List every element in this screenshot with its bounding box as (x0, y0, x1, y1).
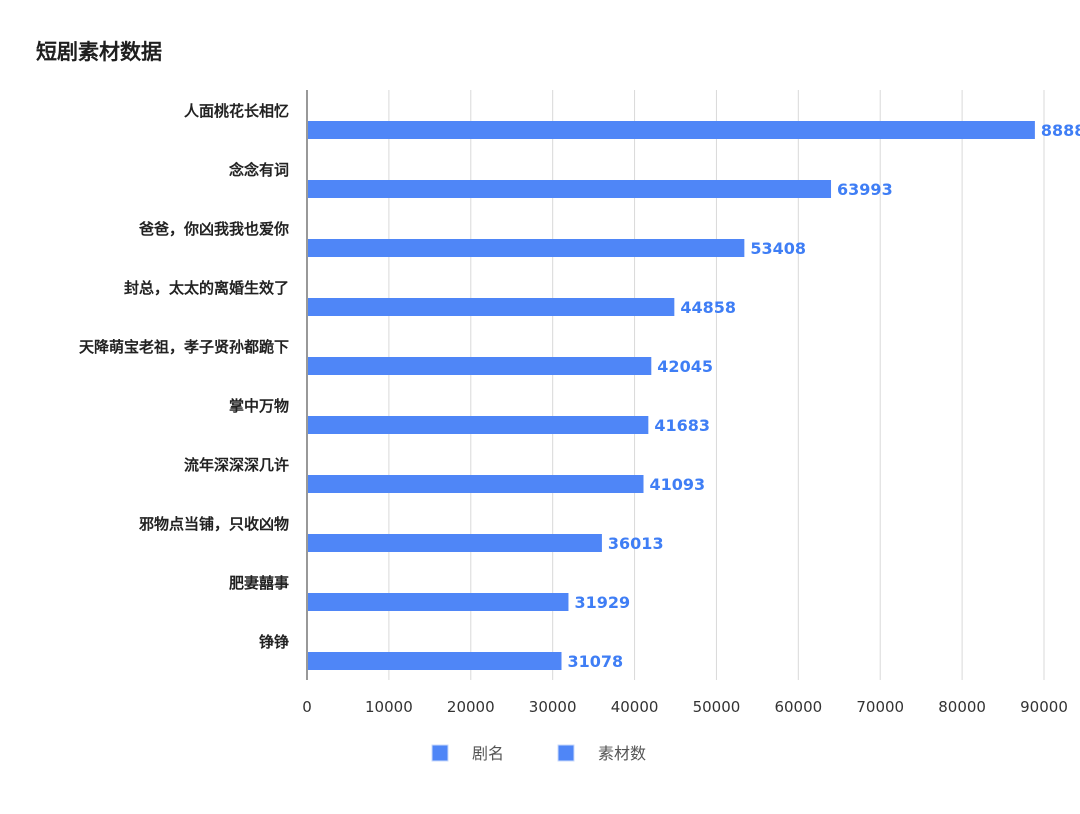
x-tick-label: 70000 (856, 698, 904, 716)
bar[interactable] (308, 593, 569, 611)
data-label: 42045 (657, 357, 713, 376)
bar[interactable] (308, 298, 675, 316)
category-label: 邪物点当铺，只收凶物 (138, 515, 289, 533)
category-label: 爸爸，你凶我我也爱你 (138, 220, 289, 238)
legend: 剧名 素材数 (431, 744, 646, 763)
category-label: 肥妻囍事 (229, 574, 289, 592)
data-label: 63993 (837, 180, 893, 199)
x-tick-label: 0 (302, 698, 312, 716)
value-labels: 8888 63993 53408 44858 42045 41683 41093 36013 3… (567, 121, 1080, 671)
data-label: 36013 (608, 534, 664, 553)
x-axis-ticks: 0 10000 20000 30000 40000 50000 60000 70000 8000… (302, 698, 1068, 716)
chart-title: 短剧素材数据 (36, 40, 162, 64)
category-label: 铮铮 (259, 633, 289, 651)
legend-swatch (431, 744, 449, 762)
x-tick-label: 60000 (774, 698, 822, 716)
category-label: 人面桃花长相忆 (184, 102, 289, 120)
bar[interactable] (308, 416, 649, 434)
bar[interactable] (308, 239, 745, 257)
bars (308, 121, 1035, 670)
bar[interactable] (308, 180, 832, 198)
legend-swatch (557, 744, 575, 762)
bar[interactable] (308, 121, 1035, 139)
data-label: 41093 (650, 475, 706, 494)
bar[interactable] (308, 652, 562, 670)
category-labels: 人面桃花长相忆念念有词爸爸，你凶我我也爱你封总，太太的离婚生效了天降萌宝老祖，孝… (79, 102, 289, 651)
data-label: 31078 (567, 652, 623, 671)
category-label: 掌中万物 (229, 397, 289, 415)
x-tick-label: 50000 (693, 698, 741, 716)
x-tick-label: 80000 (938, 698, 986, 716)
legend-label: 素材数 (598, 744, 646, 763)
bar[interactable] (308, 475, 644, 493)
category-label: 流年深深深几许 (184, 456, 289, 474)
category-label: 念念有词 (228, 161, 289, 179)
x-tick-label: 10000 (365, 698, 413, 716)
x-tick-label: 30000 (529, 698, 577, 716)
data-label: 53408 (750, 239, 806, 258)
category-label: 封总，太太的离婚生效了 (124, 279, 289, 297)
bar[interactable] (308, 534, 602, 552)
data-label: 8888 (1041, 121, 1080, 140)
legend-label: 剧名 (472, 744, 504, 763)
x-tick-label: 40000 (611, 698, 659, 716)
data-label: 31929 (574, 593, 630, 612)
gridlines (388, 90, 1045, 680)
x-tick-label: 20000 (447, 698, 495, 716)
category-label: 天降萌宝老祖，孝子贤孙都跪下 (79, 338, 289, 356)
bar[interactable] (308, 357, 652, 375)
x-tick-label: 90000 (1020, 698, 1068, 716)
data-label: 41683 (654, 416, 710, 435)
data-label: 44858 (680, 298, 736, 317)
